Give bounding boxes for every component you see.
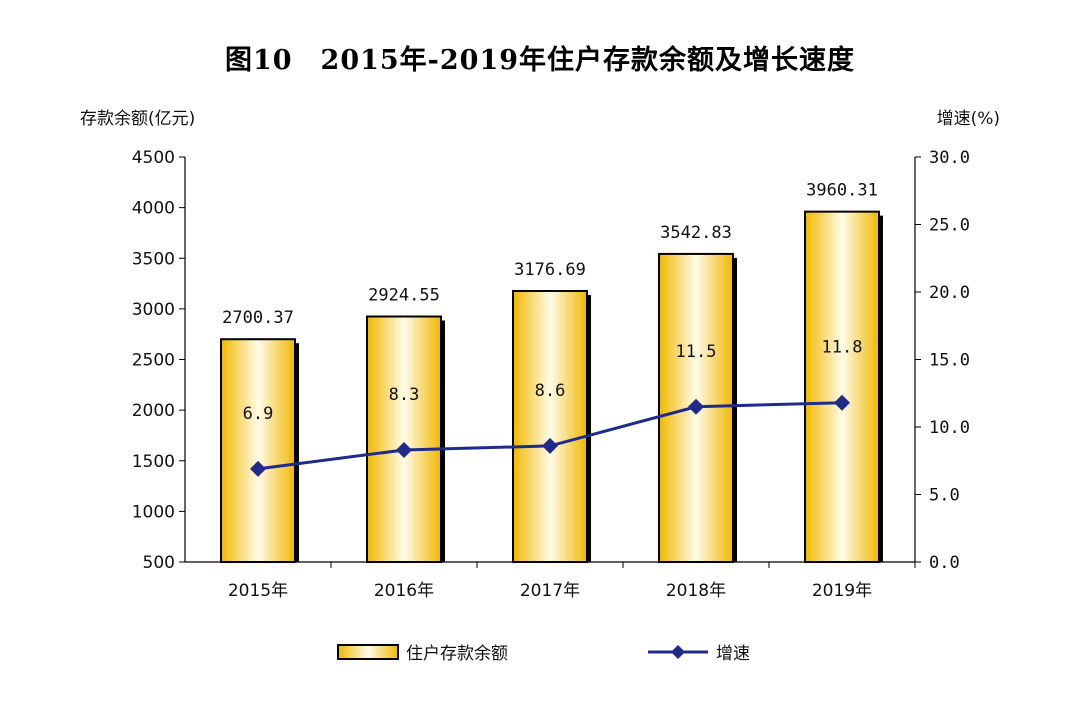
plot-area: 4500 4000 3500 3000 2500 2000 1500 1000 500 30.0 2… [132,148,970,601]
bar [366,315,442,563]
bar-value-label: 3176.69 [514,260,586,280]
growth-point [250,460,266,477]
bar-value-label: 3542.83 [660,223,732,243]
bar [804,210,880,563]
right-tick-label: 0.0 [929,553,960,573]
bar [512,289,588,563]
x-tick-label: 2017年 [520,581,580,601]
growth-point [542,437,558,454]
right-tick-label: 10.0 [929,418,970,438]
growth-value-label: 11.5 [676,342,717,362]
left-tick-label: 2000 [132,401,175,421]
left-tick-label: 4000 [132,199,175,219]
legend-line-marker [671,645,685,659]
growth-point [688,398,704,415]
right-axis-title: 增速(%) [937,109,1000,129]
growth-value-label: 8.3 [389,385,420,405]
growth-value-label: 11.8 [822,338,863,358]
chart-title: 图10 2015年-2019年住户存款余额及增长速度 [224,45,856,76]
right-tick-label: 15.0 [929,351,970,371]
growth-value-label: 8.6 [535,381,566,401]
legend-bar-label: 住户存款余额 [406,644,508,664]
right-tick-label: 20.0 [929,283,970,303]
growth-point [834,394,850,411]
bar [220,338,296,563]
bar-value-label: 2924.55 [368,286,440,306]
left-tick-label: 1500 [132,452,175,472]
x-tick-label: 2016年 [374,581,434,601]
x-tick-label: 2019年 [812,581,872,601]
x-tick-label: 2018年 [666,581,726,601]
growth-value-label: 6.9 [243,404,274,424]
left-tick-label: 3000 [132,300,175,320]
left-axis-title: 存款余额(亿元) [80,109,195,129]
growth-point [396,441,412,458]
legend: 住户存款余额 增速 [337,644,750,664]
right-tick-label: 5.0 [929,486,960,506]
legend-bar-swatch [337,644,399,660]
left-tick-label: 2500 [132,351,175,371]
x-tick-label: 2015年 [228,581,288,601]
left-tick-label: 500 [143,553,175,573]
bar-value-label: 2700.37 [222,308,294,328]
left-tick-label: 4500 [132,148,175,168]
legend-line-label: 增速 [716,644,750,664]
bar-value-label: 3960.31 [806,181,878,201]
left-tick-label: 3500 [132,249,175,269]
right-tick-label: 25.0 [929,216,970,236]
right-tick-label: 30.0 [929,148,970,168]
left-tick-label: 1000 [132,502,175,522]
